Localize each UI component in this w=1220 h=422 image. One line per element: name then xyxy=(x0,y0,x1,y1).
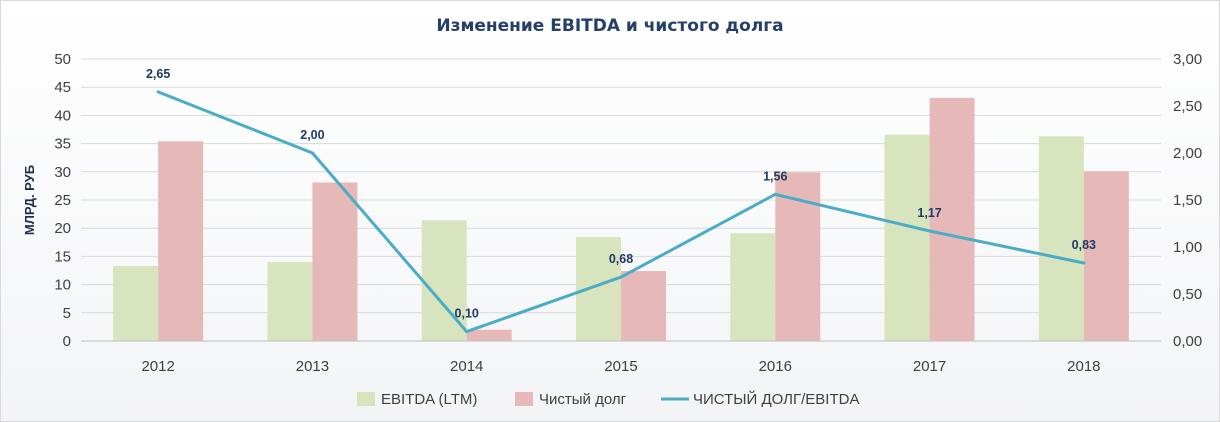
ratio-point xyxy=(773,192,777,196)
y-tick-label: 25 xyxy=(54,192,71,209)
y-tick-label: 20 xyxy=(54,220,71,237)
ratio-data-label: 2,65 xyxy=(146,67,170,81)
net-debt-bar xyxy=(1083,171,1129,341)
legend: EBITDA (LTM) Чистый долг ЧИСТЫЙ ДОЛГ/EBITD… xyxy=(357,390,859,408)
y-tick-label: 40 xyxy=(54,107,71,124)
y-tick-label: 0 xyxy=(63,333,71,350)
net-debt-bar xyxy=(621,271,666,341)
y-tick-label: 5 xyxy=(63,305,71,322)
ebitda-bar xyxy=(1038,136,1084,341)
legend-label-ratio: ЧИСТЫЙ ДОЛГ/EBITDA xyxy=(693,390,859,408)
ratio-data-label: 0,68 xyxy=(609,252,633,266)
chart-title: Изменение EBITDA и чистого долга xyxy=(436,16,783,36)
y-tick-label: 50 xyxy=(54,51,71,68)
ratio-point xyxy=(156,90,160,94)
y2-tick-label: 1,00 xyxy=(1173,239,1202,256)
ratio-data-label: 1,56 xyxy=(763,169,787,183)
legend-swatch-net-debt xyxy=(515,392,533,406)
ebitda-bar xyxy=(267,262,313,341)
ratio-data-label: 0,83 xyxy=(1072,238,1096,252)
ratio-data-label: 0,10 xyxy=(455,307,479,321)
y-tick-label: 45 xyxy=(54,79,71,96)
ratio-line-layer xyxy=(156,90,1086,334)
axis-ticks: 0 5 10 15 20 25 30 35 40 45 50 0,00 0,50 1,00 1,50 2,00… xyxy=(54,51,1202,375)
x-tick-label: 2018 xyxy=(1067,358,1100,375)
ebitda-bar xyxy=(730,233,776,341)
ratio-data-label: 1,17 xyxy=(917,206,941,220)
y-axis-label: МЛРД. РУБ xyxy=(22,165,37,235)
y2-tick-label: 0,00 xyxy=(1173,333,1202,350)
y-tick-label: 15 xyxy=(54,248,71,265)
ebitda-bar xyxy=(884,134,930,341)
x-tick-label: 2013 xyxy=(296,358,329,375)
x-tick-label: 2012 xyxy=(141,358,174,375)
legend-label-ebitda: EBITDA (LTM) xyxy=(381,391,477,408)
ratio-point xyxy=(310,151,314,155)
y2-tick-label: 2,00 xyxy=(1173,145,1202,162)
y2-tick-label: 1,50 xyxy=(1173,192,1202,209)
data-labels: 2,65 2,00 0,10 0,68 1,56 1,17 0,83 xyxy=(146,67,1096,321)
net-debt-bar xyxy=(466,329,512,341)
y2-tick-label: 3,00 xyxy=(1173,51,1202,68)
x-tick-label: 2016 xyxy=(759,358,792,375)
ratio-point xyxy=(619,275,623,279)
y2-tick-label: 2,50 xyxy=(1173,98,1202,115)
net-debt-bar xyxy=(929,97,975,341)
ratio-point xyxy=(928,229,932,233)
ratio-data-label: 2,00 xyxy=(300,128,324,142)
y-tick-label: 30 xyxy=(54,164,71,181)
net-debt-bar xyxy=(312,182,358,341)
x-tick-label: 2017 xyxy=(913,358,946,375)
net-debt-bar xyxy=(775,172,821,341)
y2-tick-label: 0,50 xyxy=(1173,286,1202,303)
ratio-point xyxy=(465,330,469,334)
legend-swatch-ebitda xyxy=(357,392,375,406)
x-tick-label: 2014 xyxy=(450,358,483,375)
ebitda-bar xyxy=(113,265,159,341)
gridlines xyxy=(81,58,1161,342)
net-debt-bar xyxy=(158,141,204,341)
x-tick-label: 2015 xyxy=(604,358,637,375)
legend-label-net-debt: Чистый долг xyxy=(539,391,627,408)
y-tick-label: 35 xyxy=(54,136,71,153)
y-tick-label: 10 xyxy=(54,277,71,294)
ratio-point xyxy=(1082,261,1086,265)
bars xyxy=(113,97,1129,341)
